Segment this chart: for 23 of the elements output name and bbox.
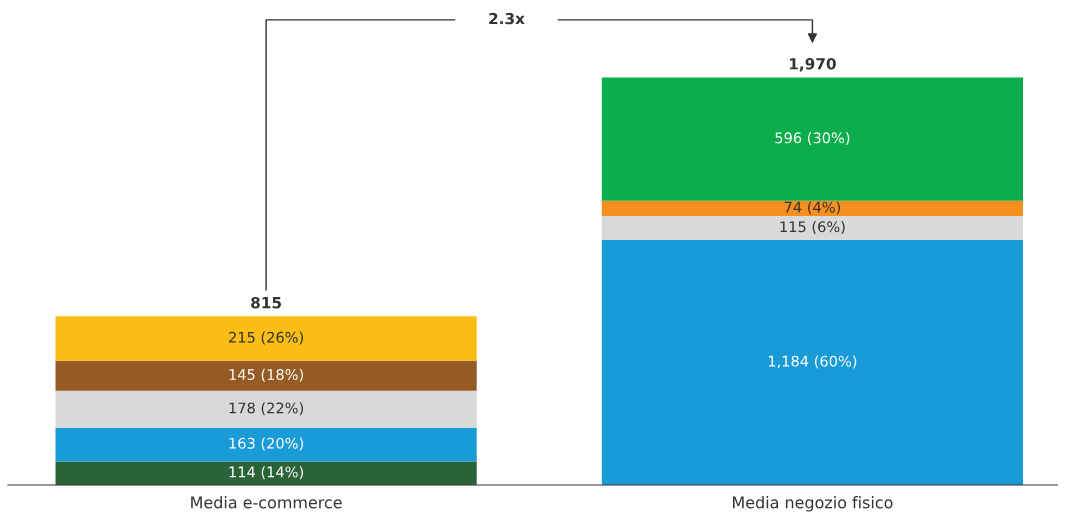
text: 2.3x — [489, 12, 525, 25]
bar — [601, 216, 1024, 240]
bar — [601, 200, 1024, 217]
bar — [55, 427, 477, 462]
data-label: 596 (30%) — [775, 132, 850, 146]
data-label: 215 (26%) — [229, 331, 303, 345]
bar — [601, 239, 1024, 485]
bar — [55, 390, 477, 428]
total-label: 815 — [251, 296, 281, 309]
bar — [601, 77, 1024, 201]
x-tick-label: Media negozio fisico — [733, 496, 893, 512]
bar — [55, 461, 477, 485]
data-label: 114 (14%) — [229, 466, 303, 480]
total-label: 1,970 — [789, 58, 836, 72]
data-label: 1,184 (60%) — [768, 355, 857, 369]
data-label: 163 (20%) — [229, 437, 303, 451]
data-label: 145 (18%) — [229, 368, 303, 382]
data-label: 178 (22%) — [229, 402, 303, 416]
bar — [55, 360, 477, 391]
data-label: 74 (4%) — [784, 201, 841, 215]
x-tick-label: Media e-commerce — [191, 496, 342, 509]
bar — [55, 316, 477, 361]
data-label: 115 (6%) — [780, 220, 845, 234]
